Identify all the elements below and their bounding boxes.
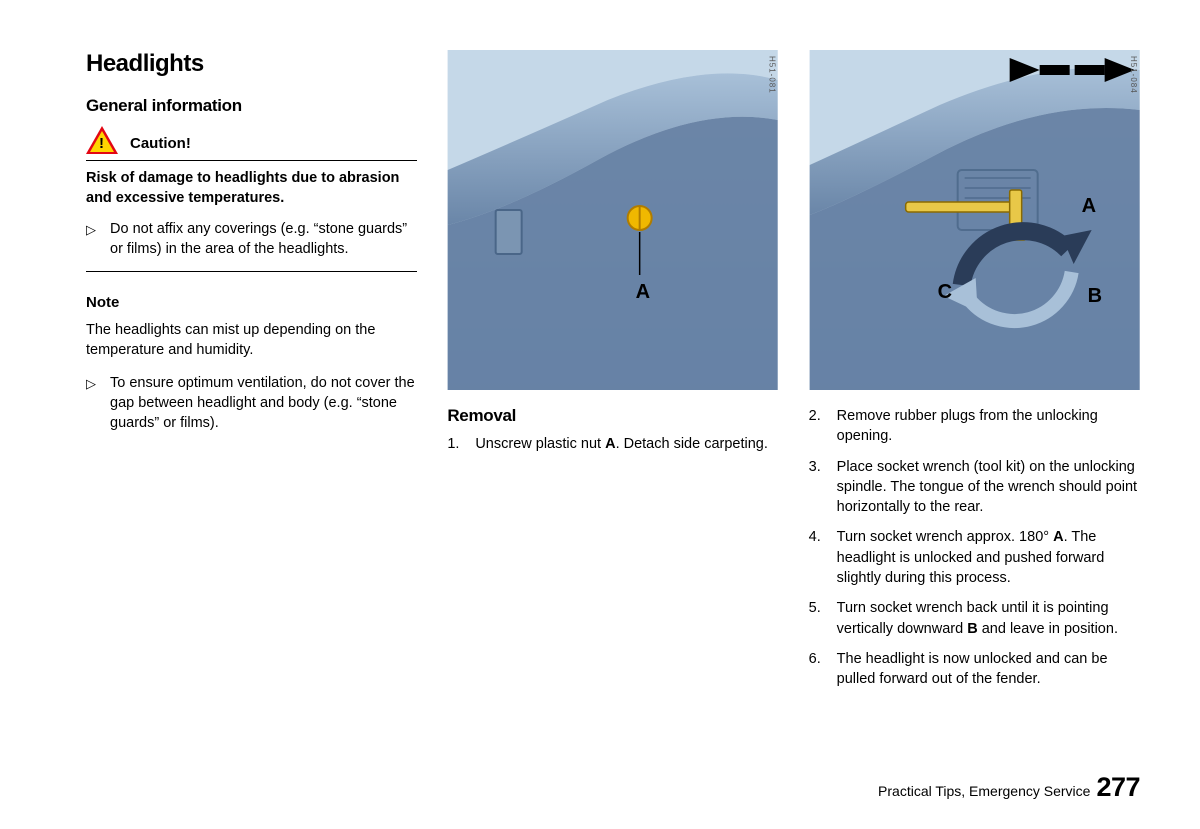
figure-2-svg: A B C <box>809 50 1140 390</box>
step-1: Unscrew plastic nut A. Detach side carpe… <box>447 434 778 454</box>
caution-header: Caution! <box>86 126 417 154</box>
note-body: The headlights can mist up depending on … <box>86 321 417 360</box>
note-bullet: ▷ To ensure optimum ventilation, do not … <box>86 374 417 433</box>
caution-bullet: ▷ Do not affix any coverings (e.g. “ston… <box>86 220 417 259</box>
figure-code: H51-081 <box>768 56 777 94</box>
page-title: Headlights <box>86 50 417 78</box>
warning-triangle-icon <box>86 126 118 154</box>
svg-text:A: A <box>636 281 650 303</box>
svg-text:A: A <box>1081 195 1095 217</box>
footer-text: Practical Tips, Emergency Service <box>878 783 1090 799</box>
note-heading: Note <box>86 294 417 311</box>
figure-1-svg: A <box>447 50 778 390</box>
bullet-marker-icon: ▷ <box>86 220 100 259</box>
figure-1: H51-081 <box>447 50 778 390</box>
column-right: H51-084 <box>809 50 1140 829</box>
svg-text:B: B <box>1087 285 1101 307</box>
removal-steps-col2: Unscrew plastic nut A. Detach side carpe… <box>447 434 778 464</box>
bullet-text: Do not affix any coverings (e.g. “stone … <box>110 220 417 259</box>
step-2: Remove rubber plugs from the unlocking o… <box>809 406 1140 447</box>
caution-label: Caution! <box>130 135 191 152</box>
risk-text: Risk of damage to headlights due to abra… <box>86 169 417 208</box>
step-3: Place socket wrench (tool kit) on the un… <box>809 457 1140 518</box>
column-middle: H51-081 <box>447 50 778 829</box>
removal-steps-col3: Remove rubber plugs from the unlocking o… <box>809 406 1140 700</box>
footer: Practical Tips, Emergency Service 277 <box>878 772 1140 803</box>
page-number: 277 <box>1096 772 1140 803</box>
manual-page: Headlights General information Caution! … <box>0 0 1200 829</box>
step-4: Turn socket wrench approx. 180° A. The h… <box>809 527 1140 588</box>
figure-2: H51-084 <box>809 50 1140 390</box>
divider <box>86 160 417 161</box>
divider <box>86 271 417 272</box>
step-5: Turn socket wrench back until it is poin… <box>809 598 1140 639</box>
removal-heading: Removal <box>447 406 778 426</box>
step-6: The headlight is now unlocked and can be… <box>809 649 1140 690</box>
svg-text:C: C <box>937 281 951 303</box>
section-heading-general: General information <box>86 96 417 116</box>
bullet-text: To ensure optimum ventilation, do not co… <box>110 374 417 433</box>
figure-code: H51-084 <box>1129 56 1138 94</box>
column-left: Headlights General information Caution! … <box>86 50 417 829</box>
bullet-marker-icon: ▷ <box>86 374 100 433</box>
